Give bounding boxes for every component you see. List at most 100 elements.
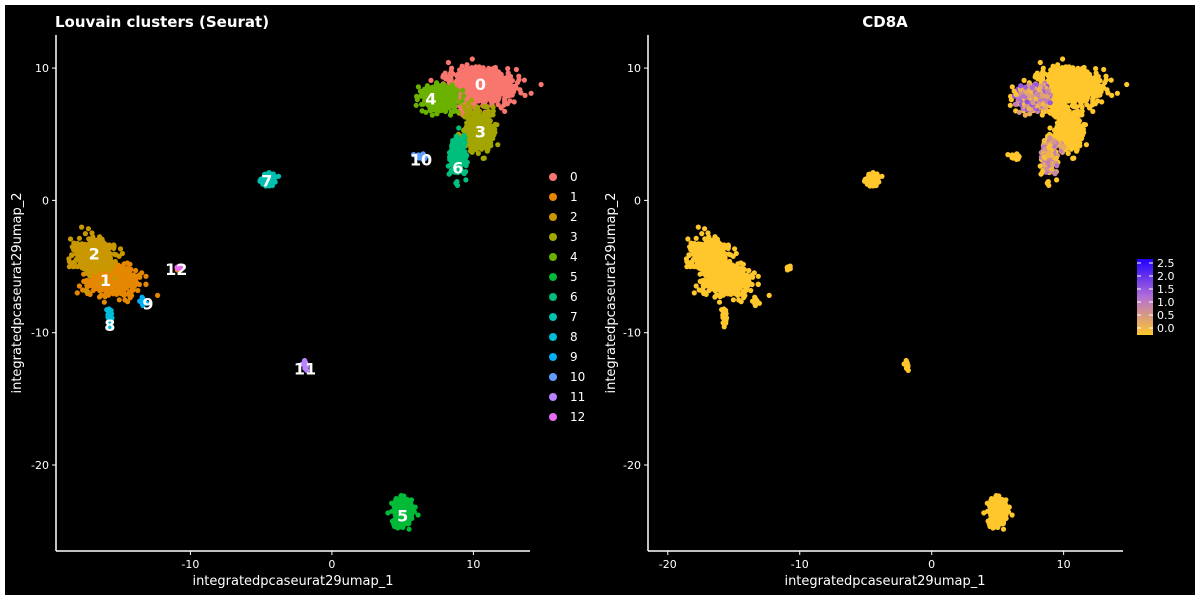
legend-swatch xyxy=(549,293,557,301)
expression-point xyxy=(1082,86,1088,92)
cluster-point xyxy=(480,83,486,89)
cluster-point xyxy=(126,271,132,277)
legend-swatch xyxy=(549,173,557,181)
expression-point xyxy=(735,285,741,291)
cluster-point xyxy=(487,139,493,146)
cluster-point xyxy=(483,72,489,78)
expression-point xyxy=(1056,74,1062,80)
cluster-point xyxy=(465,111,471,117)
legend-label: 10 xyxy=(570,370,585,384)
cluster-point xyxy=(117,288,123,294)
cluster-point xyxy=(116,297,122,303)
expression-point xyxy=(1095,73,1101,80)
expression-point xyxy=(709,281,715,287)
cluster-point xyxy=(503,91,509,97)
cluster-point xyxy=(502,98,508,105)
cluster-point xyxy=(419,91,426,97)
cluster-point xyxy=(522,92,528,98)
right-points xyxy=(683,56,1130,532)
right-panel: CD8A -20 -10 0 10 100-10-20 integratedpcase… xyxy=(604,13,1175,589)
expression-point xyxy=(1082,79,1088,85)
expression-point xyxy=(1070,83,1076,89)
cluster-point xyxy=(86,236,92,242)
expression-point xyxy=(1105,90,1111,96)
expression-point xyxy=(1060,56,1066,62)
expression-point xyxy=(1037,59,1043,66)
cluster-point xyxy=(155,292,161,298)
cluster-point xyxy=(463,163,469,169)
expression-point xyxy=(1091,91,1097,97)
cluster-point xyxy=(472,115,478,121)
cluster-point xyxy=(121,285,127,291)
cluster-point xyxy=(445,59,451,66)
cluster-point xyxy=(466,74,472,80)
cluster-point xyxy=(490,108,496,114)
expression-point xyxy=(731,276,738,282)
legend-swatch xyxy=(549,273,557,281)
legend-swatch xyxy=(549,213,557,221)
cluster-point xyxy=(475,109,481,115)
expression-point xyxy=(1035,76,1041,82)
cluster-point xyxy=(502,78,508,84)
cluster-label: 7 xyxy=(261,172,272,191)
cluster-point xyxy=(470,68,476,74)
cluster-label: 5 xyxy=(397,506,408,525)
cluster-point xyxy=(445,163,451,169)
expression-point xyxy=(1103,77,1109,83)
legend-label: 0 xyxy=(570,170,578,184)
cluster-point xyxy=(66,259,72,265)
expression-point xyxy=(701,277,707,283)
cluster-label: 2 xyxy=(89,244,100,263)
cluster-point xyxy=(461,93,467,99)
expression-point xyxy=(720,278,726,284)
cluster-point xyxy=(106,257,112,263)
cluster-point xyxy=(83,270,89,276)
expression-point xyxy=(1072,72,1078,78)
y-tick-label: 0 xyxy=(42,194,49,207)
cluster-point xyxy=(455,145,461,151)
y-tick-label: -10 xyxy=(31,327,49,340)
cluster-point xyxy=(79,224,85,230)
expression-point xyxy=(746,267,752,274)
legend-swatch xyxy=(549,353,557,361)
expression-point xyxy=(691,290,697,296)
expression-point xyxy=(716,299,723,305)
cluster-point xyxy=(74,290,80,296)
expression-point xyxy=(1095,98,1101,104)
cluster-point xyxy=(448,75,454,81)
cluster-point xyxy=(454,152,461,158)
expression-point xyxy=(1060,68,1066,74)
cluster-point xyxy=(462,126,468,132)
cluster-point xyxy=(528,90,534,96)
cluster-point xyxy=(439,95,445,101)
cluster-point xyxy=(481,92,487,98)
left-points xyxy=(66,56,544,532)
expression-point xyxy=(1100,83,1106,89)
expression-point xyxy=(751,270,757,276)
cluster-point xyxy=(495,142,501,148)
cluster-point xyxy=(458,82,464,88)
cluster-point xyxy=(125,299,131,305)
cluster-point xyxy=(511,99,517,105)
expression-point xyxy=(731,267,737,273)
cluster-point xyxy=(471,144,477,150)
umap-figure: Louvain clusters (Seurat) -10 0 10 100-10-… xyxy=(10,13,1175,589)
expression-point xyxy=(1096,87,1102,93)
cluster-point xyxy=(76,235,82,241)
cluster-point xyxy=(428,77,434,83)
expression-point xyxy=(738,280,744,286)
expression-point xyxy=(1108,77,1114,83)
cluster-point xyxy=(82,231,88,237)
cluster-point xyxy=(472,84,478,90)
legend-label: 4 xyxy=(570,250,578,264)
expression-point xyxy=(730,297,737,303)
cluster-point xyxy=(496,71,502,77)
legend-label: 6 xyxy=(570,290,578,304)
cluster-point xyxy=(415,84,421,90)
cluster-label: 1 xyxy=(100,271,111,290)
cluster-point xyxy=(453,180,459,186)
cluster-point xyxy=(139,270,145,276)
expression-point xyxy=(723,288,729,294)
